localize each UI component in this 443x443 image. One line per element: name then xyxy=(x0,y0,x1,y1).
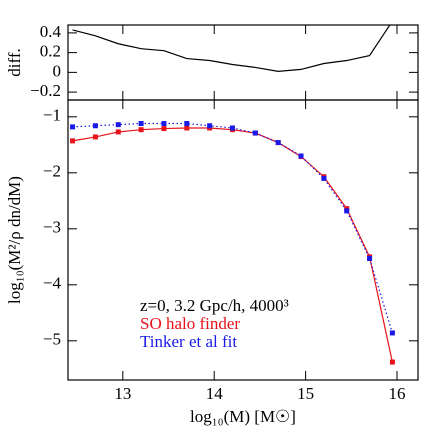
y-tick-label: 0 xyxy=(53,61,62,80)
data-point xyxy=(275,140,281,146)
y-tick-label: −4 xyxy=(43,274,62,293)
data-point xyxy=(161,121,167,127)
data-point xyxy=(207,123,213,129)
y-tick-label: −3 xyxy=(43,218,61,237)
y-tick-label: −1 xyxy=(43,106,61,125)
annotation: z=0, 3.2 Gpc/h, 4000³ xyxy=(140,296,289,315)
y-tick-label: 0.4 xyxy=(40,22,62,41)
y-tick-label: −5 xyxy=(43,330,61,349)
data-point xyxy=(161,126,167,132)
y-tick-label: −2 xyxy=(43,162,61,181)
y-axis-label: diff. xyxy=(5,48,24,77)
legend-entry: Tinker et al fit xyxy=(140,332,237,351)
data-point xyxy=(321,175,327,181)
x-tick-label: 15 xyxy=(297,384,314,403)
data-point xyxy=(138,121,144,127)
data-point xyxy=(367,255,373,261)
series-group xyxy=(72,25,391,72)
x-axis-label: log₁₀(M) [M☉] xyxy=(190,407,296,426)
data-point xyxy=(70,138,76,144)
data-point xyxy=(184,121,190,127)
data-point xyxy=(92,123,98,129)
data-point xyxy=(115,122,121,128)
data-point xyxy=(252,130,258,136)
data-point xyxy=(389,359,395,365)
data-point xyxy=(184,125,190,131)
data-point xyxy=(298,153,304,159)
plot-frame xyxy=(67,24,419,101)
data-line xyxy=(72,25,391,72)
data-point xyxy=(70,124,76,130)
y-tick-label: 0.2 xyxy=(40,42,61,61)
data-point xyxy=(389,330,395,336)
series-group xyxy=(70,121,395,365)
data-point xyxy=(344,208,350,214)
x-tick-label: 16 xyxy=(388,384,405,403)
data-point xyxy=(115,129,121,135)
y-tick-label: −0.2 xyxy=(30,81,61,100)
legend-entry: SO halo finder xyxy=(140,314,240,333)
data-point xyxy=(229,125,235,131)
plot-frame xyxy=(67,99,419,381)
y-axis-label: log₁₀(M²/ρ dn/dM) xyxy=(5,176,24,304)
x-tick-label: 14 xyxy=(206,384,224,403)
data-point xyxy=(92,134,98,140)
data-point xyxy=(138,127,144,133)
x-tick-label: 13 xyxy=(114,384,131,403)
